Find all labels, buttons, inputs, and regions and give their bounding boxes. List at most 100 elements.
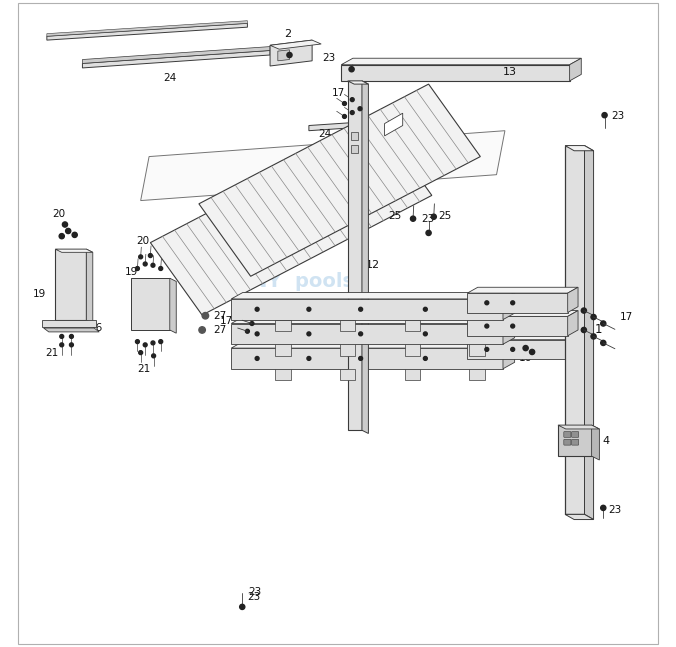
Circle shape [358,107,362,111]
Circle shape [350,111,354,115]
Circle shape [202,313,209,319]
Polygon shape [405,344,420,356]
Circle shape [485,301,489,305]
Circle shape [426,230,431,236]
Text: 19: 19 [124,267,138,277]
Circle shape [601,321,606,326]
Polygon shape [467,316,568,336]
Polygon shape [47,23,247,40]
Polygon shape [340,320,356,331]
Circle shape [343,102,346,105]
Text: 17: 17 [220,316,233,326]
Circle shape [591,314,596,320]
Polygon shape [150,123,432,315]
Text: INY  pools: INY pools [244,272,354,291]
Polygon shape [309,122,358,131]
Circle shape [359,307,362,311]
Polygon shape [503,292,514,320]
Polygon shape [467,287,578,293]
Polygon shape [270,40,312,66]
Text: 27: 27 [213,325,226,335]
Circle shape [73,233,76,237]
Polygon shape [503,317,514,344]
Text: 19: 19 [32,289,46,300]
Polygon shape [351,132,358,140]
Text: 18: 18 [537,349,550,360]
Polygon shape [55,249,93,252]
Circle shape [343,115,346,118]
Polygon shape [341,58,581,65]
Polygon shape [347,81,368,84]
Circle shape [601,505,606,510]
Polygon shape [347,81,362,430]
Polygon shape [275,344,291,356]
Circle shape [59,234,64,238]
Polygon shape [362,81,368,433]
Circle shape [423,356,427,360]
Polygon shape [467,311,578,316]
Circle shape [59,234,64,239]
Polygon shape [82,47,270,63]
Polygon shape [568,287,578,313]
Circle shape [59,334,64,338]
Polygon shape [131,278,170,330]
Text: 23: 23 [608,505,622,515]
Circle shape [529,349,535,355]
Polygon shape [568,334,578,359]
Circle shape [350,98,354,102]
Circle shape [143,343,147,347]
Text: 12: 12 [366,260,380,270]
Circle shape [151,341,155,345]
Polygon shape [585,146,594,520]
Text: 20: 20 [136,236,149,246]
Polygon shape [278,50,289,61]
Polygon shape [565,514,594,520]
Circle shape [59,343,64,347]
Circle shape [199,327,206,333]
Polygon shape [199,84,481,276]
Polygon shape [43,320,96,327]
Polygon shape [47,21,247,36]
Circle shape [602,113,607,118]
Polygon shape [565,146,585,514]
Polygon shape [568,311,578,336]
Text: 14: 14 [581,298,594,308]
Text: 23: 23 [421,214,434,224]
Text: 15: 15 [581,321,594,331]
Circle shape [523,345,528,351]
Circle shape [307,307,311,311]
Circle shape [581,308,587,313]
Polygon shape [469,344,485,356]
Polygon shape [340,344,356,356]
Circle shape [135,340,139,344]
Polygon shape [55,249,87,320]
Circle shape [139,255,143,259]
Polygon shape [275,320,291,331]
Polygon shape [558,425,600,429]
Circle shape [581,327,587,333]
Circle shape [485,347,489,351]
Circle shape [63,223,67,226]
Circle shape [70,343,74,347]
Circle shape [151,354,155,358]
Circle shape [307,356,311,360]
Text: 16: 16 [519,353,533,364]
Polygon shape [469,369,485,380]
FancyBboxPatch shape [564,432,571,437]
Text: 13: 13 [503,67,517,78]
Circle shape [159,340,163,344]
Text: 25: 25 [388,211,402,221]
Polygon shape [275,369,291,380]
Circle shape [143,262,147,266]
Text: 25: 25 [438,211,452,221]
FancyBboxPatch shape [564,439,571,445]
Text: 27: 27 [213,311,226,321]
Circle shape [349,67,354,72]
Circle shape [591,334,596,339]
Polygon shape [341,65,570,81]
Polygon shape [170,278,176,333]
Circle shape [250,322,254,325]
Text: 24: 24 [318,129,332,139]
Polygon shape [570,58,581,81]
Circle shape [485,324,489,328]
